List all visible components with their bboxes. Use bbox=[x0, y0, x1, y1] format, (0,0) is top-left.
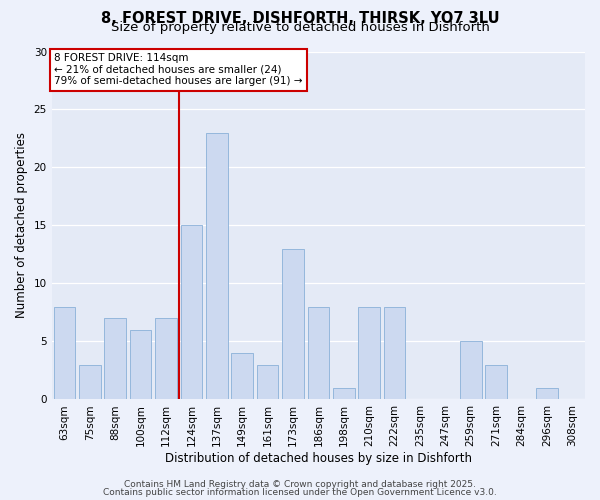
X-axis label: Distribution of detached houses by size in Dishforth: Distribution of detached houses by size … bbox=[165, 452, 472, 465]
Text: 8, FOREST DRIVE, DISHFORTH, THIRSK, YO7 3LU: 8, FOREST DRIVE, DISHFORTH, THIRSK, YO7 … bbox=[101, 11, 499, 26]
Bar bbox=[460, 342, 482, 400]
Bar bbox=[206, 132, 227, 400]
Bar bbox=[485, 364, 507, 400]
Text: 8 FOREST DRIVE: 114sqm
← 21% of detached houses are smaller (24)
79% of semi-det: 8 FOREST DRIVE: 114sqm ← 21% of detached… bbox=[55, 53, 303, 86]
Text: Size of property relative to detached houses in Dishforth: Size of property relative to detached ho… bbox=[110, 22, 490, 35]
Bar bbox=[536, 388, 557, 400]
Bar bbox=[104, 318, 126, 400]
Bar bbox=[181, 226, 202, 400]
Text: Contains HM Land Registry data © Crown copyright and database right 2025.: Contains HM Land Registry data © Crown c… bbox=[124, 480, 476, 489]
Bar bbox=[282, 248, 304, 400]
Text: Contains public sector information licensed under the Open Government Licence v3: Contains public sector information licen… bbox=[103, 488, 497, 497]
Bar bbox=[384, 306, 406, 400]
Bar bbox=[130, 330, 151, 400]
Bar bbox=[308, 306, 329, 400]
Bar bbox=[358, 306, 380, 400]
Y-axis label: Number of detached properties: Number of detached properties bbox=[15, 132, 28, 318]
Bar bbox=[257, 364, 278, 400]
Bar bbox=[53, 306, 75, 400]
Bar bbox=[79, 364, 101, 400]
Bar bbox=[155, 318, 177, 400]
Bar bbox=[333, 388, 355, 400]
Bar bbox=[232, 353, 253, 400]
